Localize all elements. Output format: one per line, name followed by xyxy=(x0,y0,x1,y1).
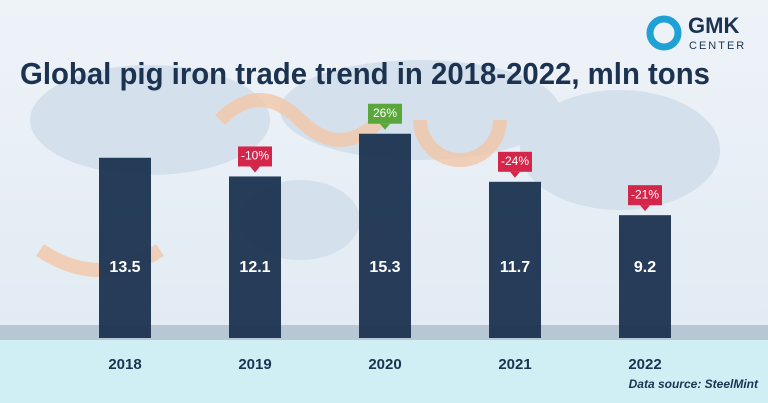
chart-title: Global pig iron trade trend in 2018-2022… xyxy=(20,56,710,91)
bar xyxy=(359,133,411,338)
change-badge-tip xyxy=(510,171,520,178)
x-tick-label: 2021 xyxy=(498,356,531,373)
x-tick-label: 2019 xyxy=(238,356,271,373)
logo-icon xyxy=(646,15,682,51)
source: Data source: SteelMint xyxy=(629,377,759,391)
change-badge xyxy=(498,151,532,172)
change-badge-tip xyxy=(640,205,650,212)
value-label: 15.3 xyxy=(369,259,400,276)
bar xyxy=(99,157,151,338)
change-badge xyxy=(238,146,272,167)
value-label: 13.5 xyxy=(109,259,140,276)
x-tick-label: 2020 xyxy=(368,356,401,373)
bar xyxy=(619,215,671,338)
x-tick-label: 2018 xyxy=(108,356,141,373)
change-badge xyxy=(628,185,662,206)
logo-name: GMK xyxy=(688,13,739,38)
change-label: -24% xyxy=(501,154,529,168)
change-badge-tip xyxy=(250,166,260,173)
value-label: 11.7 xyxy=(500,259,530,276)
change-label: -10% xyxy=(241,149,269,163)
bar xyxy=(489,181,541,338)
x-tick-label: 2022 xyxy=(628,356,661,373)
water xyxy=(0,340,768,403)
change-label: 26% xyxy=(373,106,397,120)
value-label: 12.1 xyxy=(239,259,270,276)
change-badge xyxy=(368,103,402,124)
value-label: 9.2 xyxy=(634,259,656,276)
logo-sub: CENTER xyxy=(689,40,746,52)
change-badge-tip xyxy=(380,123,390,130)
change-label: -21% xyxy=(631,187,659,201)
bar xyxy=(229,176,281,338)
